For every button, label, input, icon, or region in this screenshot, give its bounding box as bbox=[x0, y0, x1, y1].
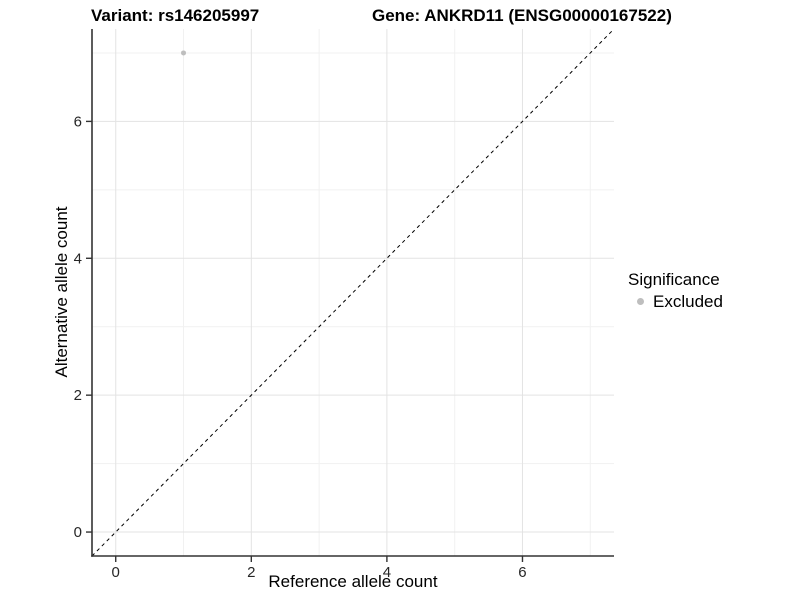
legend: Significance Excluded bbox=[628, 270, 723, 311]
y-tick-label: 4 bbox=[74, 250, 82, 267]
x-tick-label: 4 bbox=[383, 564, 391, 581]
legend-item-label: Excluded bbox=[653, 292, 723, 311]
legend-item-excluded: Excluded bbox=[628, 292, 723, 311]
legend-marker-dot bbox=[637, 298, 644, 305]
y-axis-title: Alternative allele count bbox=[52, 206, 71, 378]
x-axis-title: Reference allele count bbox=[268, 572, 438, 591]
x-tick-label: 6 bbox=[518, 564, 526, 581]
data-point bbox=[181, 50, 187, 56]
plot-title-gene: Gene: ANKRD11 (ENSG00000167522) bbox=[372, 6, 672, 25]
identity-line bbox=[91, 28, 615, 557]
legend-title: Significance bbox=[628, 270, 720, 289]
y-tick-label: 0 bbox=[74, 524, 82, 541]
y-tick-label: 2 bbox=[74, 387, 82, 404]
x-tick-label: 0 bbox=[112, 564, 120, 581]
x-tick-label: 2 bbox=[247, 564, 255, 581]
plot-title-variant: Variant: rs146205997 bbox=[91, 6, 260, 25]
y-tick-label: 6 bbox=[74, 113, 82, 130]
